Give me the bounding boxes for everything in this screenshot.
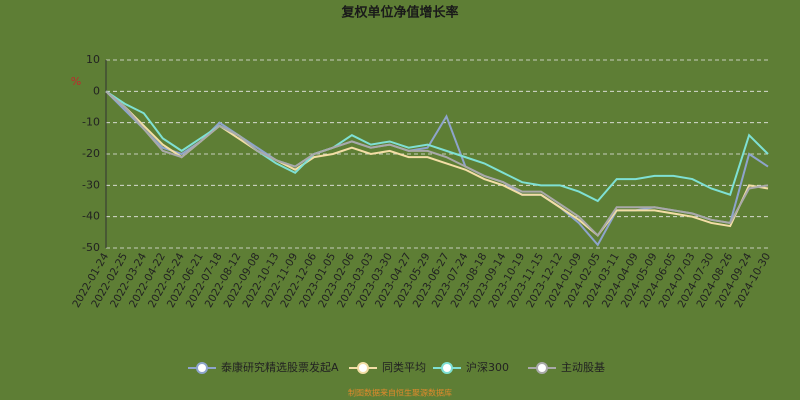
legend-label: 泰康研究精选股票发起A	[221, 360, 339, 374]
legend-marker	[536, 362, 548, 374]
y-tick-label: 10	[86, 53, 100, 66]
series-line	[105, 90, 769, 238]
y-tick-label: -10	[82, 116, 100, 129]
legend-marker	[441, 362, 453, 374]
legend-marker	[196, 362, 208, 374]
source-note: 制图数据来自恒生聚源数据库	[348, 388, 452, 398]
y-tick-label: -20	[82, 147, 100, 160]
chart-title: 复权单位净值增长率	[340, 5, 458, 21]
y-tick-label: 0	[93, 84, 100, 97]
y-tick-label: -50	[82, 241, 100, 254]
legend-label: 同类平均	[382, 360, 426, 374]
legend-marker	[357, 362, 369, 374]
legend-label: 主动股基	[561, 361, 605, 374]
y-tick-label: -30	[82, 178, 100, 191]
y-axis-label: %	[71, 75, 81, 88]
y-tick-label: -40	[82, 210, 100, 223]
legend-label: 沪深300	[466, 360, 509, 374]
